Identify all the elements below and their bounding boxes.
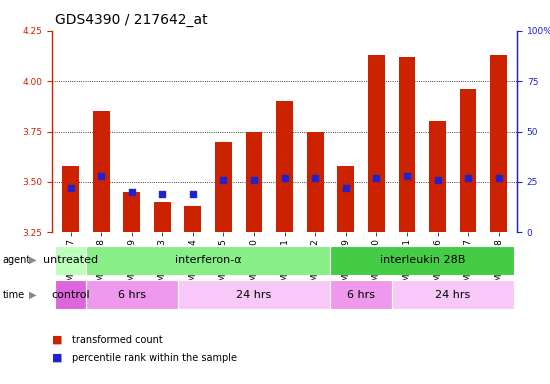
Bar	[331, 280, 392, 309]
Point	[158, 191, 167, 197]
Bar	[154, 202, 170, 232]
Point	[494, 175, 503, 181]
Bar	[368, 55, 385, 232]
Bar	[331, 246, 514, 275]
Bar	[429, 121, 446, 232]
Text: ■: ■	[52, 353, 63, 363]
Point	[128, 189, 136, 195]
Text: ■: ■	[52, 335, 63, 345]
Point	[372, 175, 381, 181]
Text: 24 hrs: 24 hrs	[236, 290, 272, 300]
Text: ▶: ▶	[29, 255, 37, 265]
Point	[66, 185, 75, 191]
Bar	[399, 57, 415, 232]
Text: percentile rank within the sample: percentile rank within the sample	[72, 353, 236, 363]
Point	[280, 175, 289, 181]
Text: 6 hrs: 6 hrs	[347, 290, 375, 300]
Text: interleukin 28B: interleukin 28B	[379, 255, 465, 265]
Bar	[184, 206, 201, 232]
Bar	[86, 246, 331, 275]
Text: untreated: untreated	[43, 255, 98, 265]
Text: GDS4390 / 217642_at: GDS4390 / 217642_at	[55, 13, 208, 27]
Point	[433, 177, 442, 183]
Bar	[93, 111, 109, 232]
Point	[189, 191, 197, 197]
Point	[403, 173, 411, 179]
Text: transformed count: transformed count	[72, 335, 162, 345]
Bar	[276, 101, 293, 232]
Text: 6 hrs: 6 hrs	[118, 290, 146, 300]
Bar	[392, 280, 514, 309]
Text: 24 hrs: 24 hrs	[435, 290, 470, 300]
Bar	[86, 280, 178, 309]
Bar	[178, 280, 331, 309]
Text: agent: agent	[3, 255, 31, 265]
Point	[219, 177, 228, 183]
Bar	[307, 131, 323, 232]
Bar	[246, 131, 262, 232]
Text: ▶: ▶	[29, 290, 37, 300]
Bar	[123, 192, 140, 232]
Text: interferon-α: interferon-α	[175, 255, 241, 265]
Text: control: control	[51, 290, 90, 300]
Point	[464, 175, 472, 181]
Bar	[215, 142, 232, 232]
Point	[342, 185, 350, 191]
Bar	[62, 166, 79, 232]
Bar	[56, 246, 86, 275]
Bar	[490, 55, 507, 232]
Point	[250, 177, 258, 183]
Point	[311, 175, 320, 181]
Bar	[56, 280, 86, 309]
Text: time: time	[3, 290, 25, 300]
Bar	[460, 89, 476, 232]
Bar	[337, 166, 354, 232]
Point	[97, 173, 106, 179]
